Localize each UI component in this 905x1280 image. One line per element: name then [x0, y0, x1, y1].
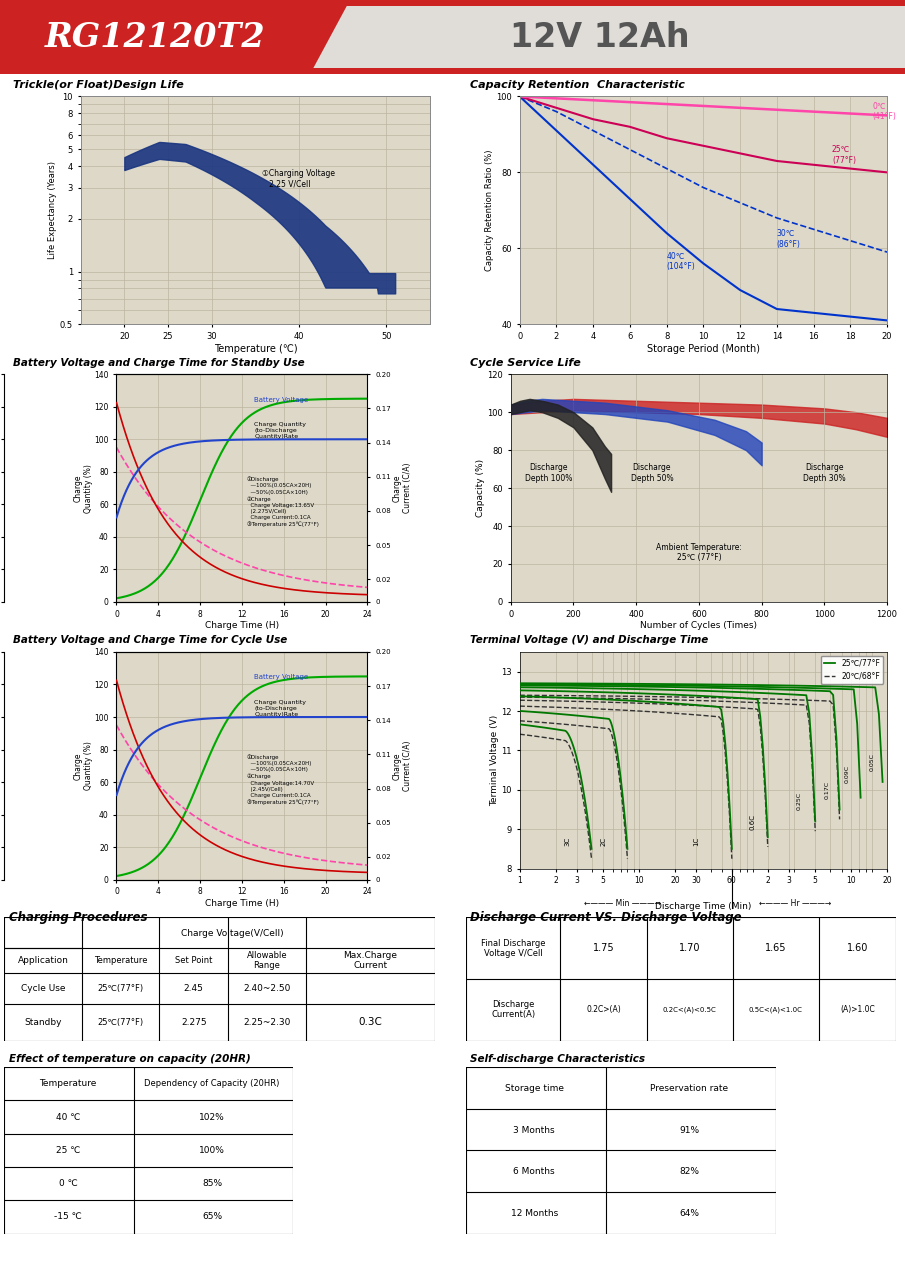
- Text: Battery Voltage and Charge Time for Cycle Use: Battery Voltage and Charge Time for Cycl…: [14, 635, 288, 645]
- Text: Battery Voltage and Charge Time for Standby Use: Battery Voltage and Charge Time for Stan…: [14, 357, 305, 367]
- Text: RG12120T2: RG12120T2: [44, 20, 265, 54]
- Text: Discharge Current VS. Discharge Voltage: Discharge Current VS. Discharge Voltage: [471, 911, 742, 924]
- Bar: [310, 68, 905, 74]
- Text: Capacity Retention  Characteristic: Capacity Retention Characteristic: [471, 79, 685, 90]
- Text: Cycle Service Life: Cycle Service Life: [471, 357, 581, 367]
- Text: Charging Procedures: Charging Procedures: [9, 911, 148, 924]
- Text: 12V 12Ah: 12V 12Ah: [510, 20, 690, 54]
- Y-axis label: Charge
Current (C/A): Charge Current (C/A): [392, 463, 412, 513]
- Text: Trickle(or Float)Design Life: Trickle(or Float)Design Life: [14, 79, 185, 90]
- Text: Terminal Voltage (V) and Discharge Time: Terminal Voltage (V) and Discharge Time: [471, 635, 709, 645]
- Y-axis label: Charge
Current (C/A): Charge Current (C/A): [392, 741, 412, 791]
- Bar: [310, 0, 905, 6]
- Text: Effect of temperature on capacity (20HR): Effect of temperature on capacity (20HR): [9, 1053, 251, 1064]
- Polygon shape: [0, 0, 350, 74]
- Text: Self-discharge Characteristics: Self-discharge Characteristics: [471, 1053, 645, 1064]
